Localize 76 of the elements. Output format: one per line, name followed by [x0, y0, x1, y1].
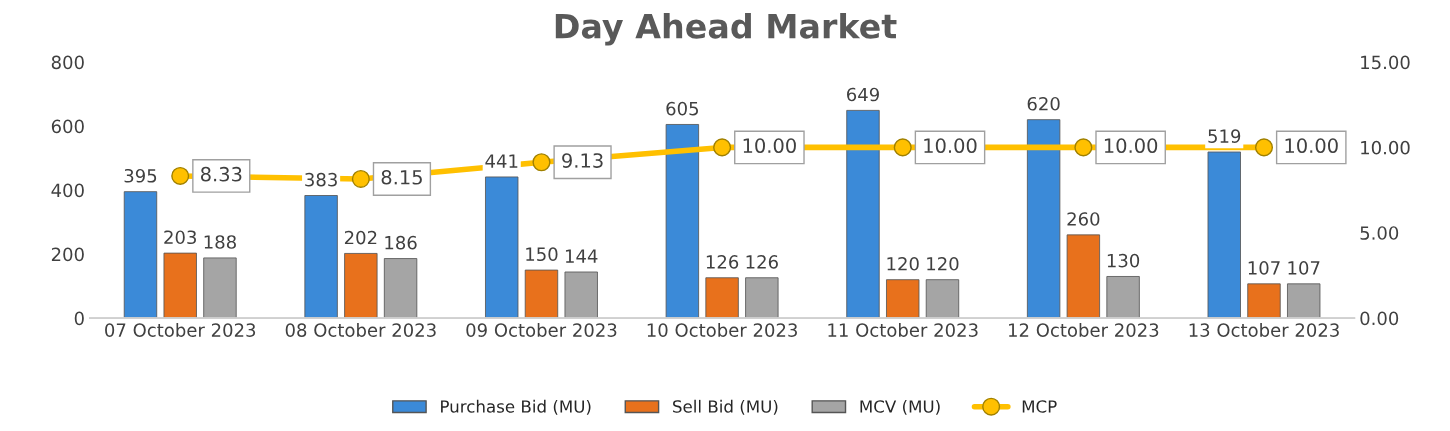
data-label: 150 — [526, 247, 558, 262]
x-tick-label: 11 October 2023 — [828, 322, 978, 337]
y2-tick-label: 5.00 — [1360, 226, 1399, 240]
bar — [886, 279, 920, 319]
x-tick-label: 07 October 2023 — [105, 322, 256, 337]
data-label: 126 — [746, 255, 778, 269]
point — [1074, 138, 1093, 157]
x-tick-label: 13 October 2023 — [1189, 322, 1339, 337]
data-label: 441 — [485, 154, 518, 168]
bar — [304, 195, 338, 319]
x-tick-label: 09 October 2023 — [466, 322, 617, 337]
data-label: 203 — [164, 230, 196, 245]
y2-tick-label: 0.00 — [1360, 311, 1399, 326]
bar — [1247, 283, 1281, 319]
chart-title: Day Ahead Market — [555, 12, 897, 46]
bar — [925, 279, 960, 319]
bar — [1106, 276, 1140, 319]
data-label: 10.00 — [1285, 138, 1338, 154]
data-label: 126 — [706, 255, 739, 269]
data-label: 605 — [666, 101, 699, 116]
bar — [1066, 234, 1101, 319]
data-label: 519 — [1208, 129, 1241, 143]
legend-label: Sell Bid (MU) — [673, 399, 778, 415]
point — [351, 169, 370, 189]
bar — [665, 124, 700, 319]
point — [1254, 138, 1274, 157]
bar — [123, 191, 158, 319]
y-tick-label: 800 — [51, 55, 84, 70]
point — [171, 166, 190, 185]
bar — [524, 269, 559, 319]
bar — [564, 271, 598, 319]
data-label: 8.33 — [200, 166, 242, 182]
bar — [1287, 283, 1321, 319]
x-tick-label: 08 October 2023 — [285, 322, 436, 337]
legend-label: Purchase Bid (MU) — [441, 399, 591, 415]
data-label: 649 — [847, 87, 879, 102]
y-tick-label: 600 — [51, 119, 84, 134]
data-label: 620 — [1027, 96, 1060, 111]
bar — [705, 277, 739, 319]
data-label: 186 — [385, 235, 417, 250]
data-label: 9.13 — [562, 153, 603, 168]
bar — [1026, 119, 1061, 319]
x-tick-label: 12 October 2023 — [1009, 322, 1159, 337]
bar — [344, 253, 378, 319]
data-label: 10.00 — [1104, 138, 1158, 154]
y2-tick-label: 10.00 — [1361, 140, 1410, 155]
data-label: 107 — [1288, 261, 1320, 275]
legend-label: MCP — [1022, 400, 1057, 413]
y2-tick-label: 15.00 — [1361, 55, 1410, 70]
data-label: 10.00 — [743, 138, 796, 154]
legend-label: MCV (MU) — [860, 399, 940, 415]
bar — [163, 252, 197, 319]
y-tick-label: 400 — [51, 183, 84, 198]
data-label: 202 — [344, 230, 377, 245]
point — [893, 138, 912, 157]
point — [532, 153, 551, 172]
data-label: 10.00 — [924, 138, 977, 154]
y-tick-label: 200 — [51, 247, 84, 262]
data-label: 120 — [887, 256, 919, 271]
data-label: 120 — [927, 256, 959, 271]
bar — [485, 176, 519, 319]
data-label: 107 — [1248, 261, 1280, 275]
x-tick-label: 10 October 2023 — [647, 322, 797, 337]
y-tick-label: 0 — [74, 311, 84, 326]
data-label: 260 — [1067, 212, 1100, 226]
bar — [745, 277, 779, 319]
point — [713, 138, 732, 157]
data-label: 130 — [1107, 253, 1140, 268]
data-label: 383 — [305, 172, 337, 187]
bar — [846, 109, 880, 319]
data-label: 144 — [565, 249, 598, 263]
bar — [383, 258, 418, 319]
data-label: 188 — [204, 235, 236, 249]
data-label: 395 — [124, 168, 157, 183]
bar — [203, 257, 237, 319]
data-label: 8.15 — [381, 169, 422, 185]
